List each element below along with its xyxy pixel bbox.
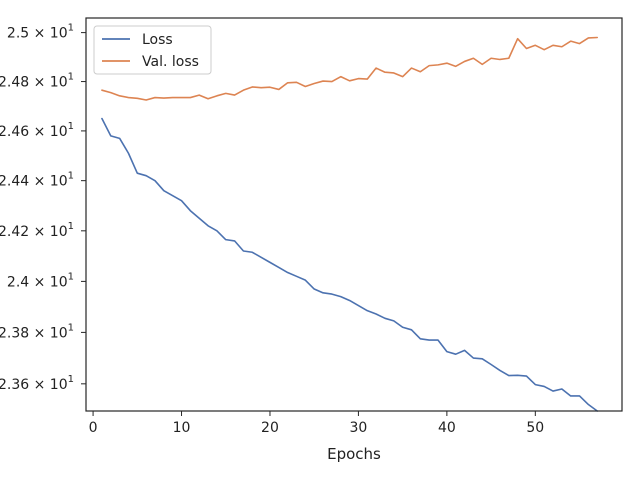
x-axis: 0 10 20 30 40 50: [89, 411, 544, 436]
x-tick-label: 10: [173, 420, 191, 436]
x-tick-label: 50: [526, 420, 544, 436]
x-tick-label: 0: [89, 420, 98, 436]
y-tick-label: 2.48 × 101: [0, 72, 74, 91]
y-tick-label: 2.5 × 101: [7, 23, 74, 42]
plot-frame: [85, 17, 623, 412]
y-tick-label: 2.46 × 101: [0, 121, 74, 140]
legend-box: [93, 25, 212, 75]
series-line-1: [101, 36, 599, 101]
x-tick-label: 40: [438, 420, 456, 436]
y-tick-label: 2.36 × 101: [0, 374, 74, 393]
y-tick-label: 2.42 × 101: [0, 221, 74, 240]
series-line-0: [101, 117, 599, 412]
y-tick-label: 2.44 × 101: [0, 171, 74, 190]
y-tick-label: 2.4 × 101: [7, 271, 74, 290]
legend-label: Loss: [142, 32, 173, 48]
legend-label: Val. loss: [142, 54, 199, 70]
y-axis: 2.36 × 101 2.38 × 101 2.4 × 101 2.42 × 101 2…: [0, 23, 86, 393]
x-axis-label: Epochs: [327, 445, 381, 463]
x-tick-label: 20: [261, 420, 279, 436]
y-tick-label: 2.38 × 101: [0, 322, 74, 341]
legend: Loss Val. loss: [93, 25, 212, 75]
series-layer: [101, 36, 599, 412]
x-tick-label: 30: [350, 420, 368, 436]
